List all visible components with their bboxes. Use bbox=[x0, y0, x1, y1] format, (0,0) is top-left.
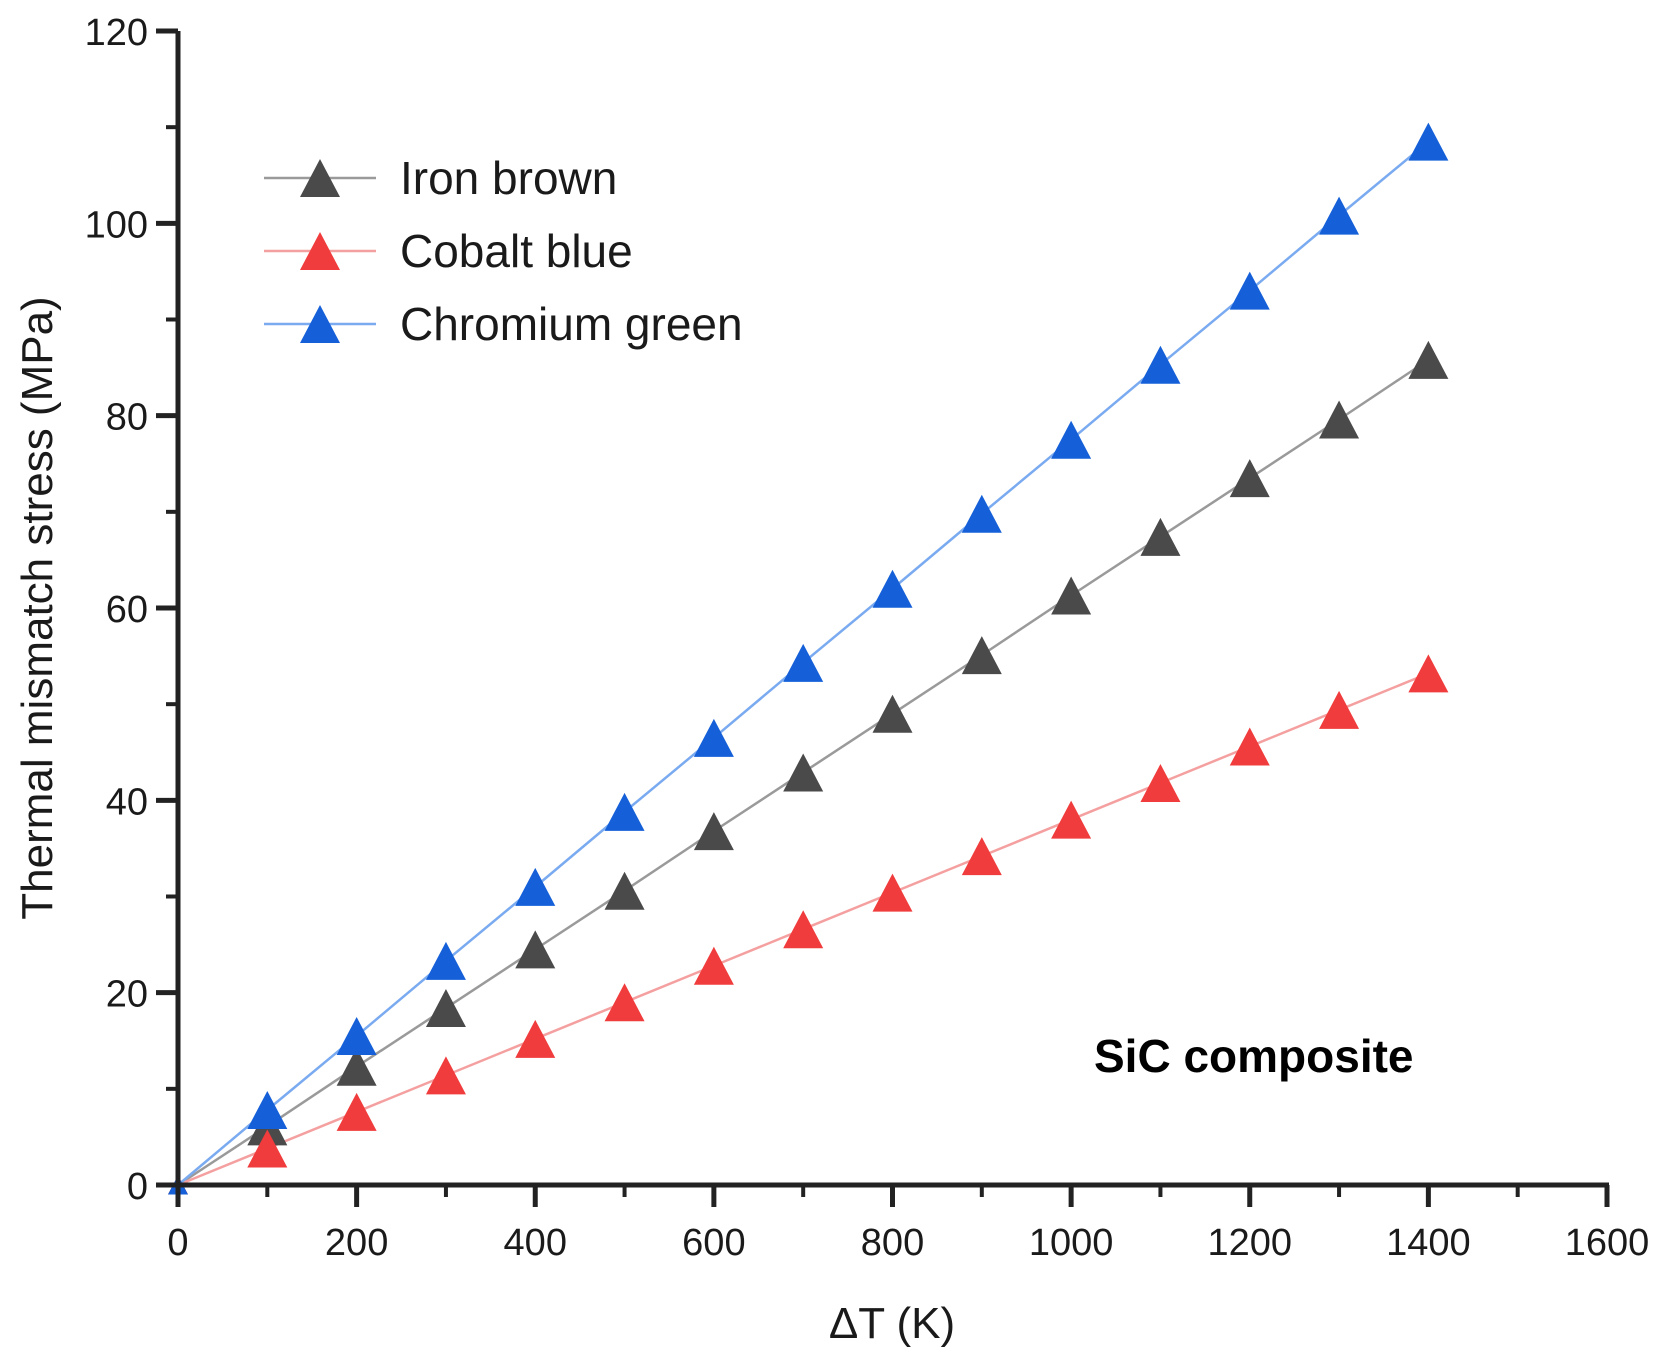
data-point-chromium-green bbox=[1140, 345, 1181, 384]
data-point-cobalt-blue bbox=[783, 910, 824, 949]
data-point-chromium-green bbox=[515, 867, 556, 906]
data-point-chromium-green bbox=[1319, 196, 1360, 235]
x-tick-label: 600 bbox=[682, 1222, 745, 1264]
data-point-chromium-green bbox=[336, 1016, 377, 1055]
data-point-cobalt-blue bbox=[336, 1092, 377, 1131]
legend: Iron brown Cobalt blue Chromium green bbox=[264, 152, 743, 350]
data-point-iron-brown bbox=[1051, 576, 1092, 615]
legend-marker-triangle-icon bbox=[300, 305, 340, 343]
data-point-chromium-green bbox=[872, 569, 913, 608]
y-tick-label: 20 bbox=[106, 974, 148, 1016]
data-point-iron-brown bbox=[872, 694, 913, 733]
data-point-cobalt-blue bbox=[515, 1019, 556, 1058]
y-ticks: 0 20 40 60 80 100 120 bbox=[85, 12, 178, 1208]
data-point-cobalt-blue bbox=[872, 873, 913, 912]
data-point-iron-brown bbox=[1319, 400, 1360, 439]
legend-item-iron-brown: Iron brown bbox=[264, 152, 617, 204]
data-point-cobalt-blue bbox=[961, 837, 1002, 876]
data-point-cobalt-blue bbox=[1229, 727, 1270, 766]
data-point-iron-brown bbox=[336, 1047, 377, 1086]
data-point-cobalt-blue bbox=[604, 983, 645, 1022]
data-point-chromium-green bbox=[247, 1090, 288, 1129]
data-point-iron-brown bbox=[783, 753, 824, 792]
legend-label: Cobalt blue bbox=[400, 225, 633, 277]
data-point-chromium-green bbox=[1051, 420, 1092, 459]
y-tick-label: 60 bbox=[106, 589, 148, 631]
y-tick-label: 100 bbox=[85, 204, 148, 246]
data-point-iron-brown bbox=[425, 989, 466, 1028]
data-point-chromium-green bbox=[1408, 122, 1449, 161]
data-point-chromium-green bbox=[783, 643, 824, 682]
data-point-cobalt-blue bbox=[1319, 690, 1360, 729]
data-point-iron-brown bbox=[1140, 517, 1181, 556]
data-point-iron-brown bbox=[1229, 459, 1270, 498]
axes: 0 20 40 60 80 100 120 0 200 400 600 800 1000 1200 140… bbox=[85, 12, 1650, 1264]
data-point-chromium-green bbox=[425, 941, 466, 980]
legend-item-chromium-green: Chromium green bbox=[264, 298, 743, 350]
y-tick-label: 120 bbox=[85, 12, 148, 54]
annotation-label: SiC composite bbox=[1094, 1030, 1414, 1082]
x-tick-label: 800 bbox=[861, 1222, 924, 1264]
x-tick-label: 0 bbox=[167, 1222, 188, 1264]
series-markers bbox=[168, 122, 1449, 1195]
legend-label: Iron brown bbox=[400, 152, 617, 204]
legend-label: Chromium green bbox=[400, 298, 743, 350]
data-point-cobalt-blue bbox=[247, 1129, 288, 1168]
data-point-chromium-green bbox=[1229, 271, 1270, 310]
legend-marker-triangle-icon bbox=[300, 232, 340, 270]
x-tick-label: 1200 bbox=[1207, 1222, 1292, 1264]
y-tick-label: 80 bbox=[106, 397, 148, 439]
data-point-cobalt-blue bbox=[1140, 764, 1181, 803]
x-tick-label: 1600 bbox=[1565, 1222, 1650, 1264]
data-point-iron-brown bbox=[693, 812, 734, 851]
y-tick-label: 40 bbox=[106, 781, 148, 823]
data-point-cobalt-blue bbox=[1408, 654, 1449, 693]
x-tick-label: 400 bbox=[504, 1222, 567, 1264]
x-tick-label: 1400 bbox=[1386, 1222, 1471, 1264]
x-tick-label: 1000 bbox=[1029, 1222, 1114, 1264]
legend-marker-triangle-icon bbox=[300, 159, 340, 197]
data-point-cobalt-blue bbox=[1051, 800, 1092, 839]
x-axis-title: ΔT (K) bbox=[829, 1299, 955, 1348]
data-point-cobalt-blue bbox=[425, 1056, 466, 1095]
data-point-iron-brown bbox=[604, 871, 645, 910]
x-tick-label: 200 bbox=[325, 1222, 388, 1264]
data-point-chromium-green bbox=[693, 718, 734, 757]
data-point-cobalt-blue bbox=[693, 946, 734, 985]
legend-item-cobalt-blue: Cobalt blue bbox=[264, 225, 633, 277]
data-point-chromium-green bbox=[961, 494, 1002, 533]
data-point-iron-brown bbox=[1408, 340, 1449, 379]
data-point-chromium-green bbox=[604, 792, 645, 831]
y-tick-label: 0 bbox=[127, 1166, 148, 1208]
data-point-iron-brown bbox=[515, 930, 556, 969]
data-point-iron-brown bbox=[961, 636, 1002, 675]
x-ticks: 0 200 400 600 800 1000 1200 1400 1600 bbox=[167, 1185, 1649, 1264]
y-axis-title: Thermal mismatch stress (MPa) bbox=[13, 296, 62, 919]
